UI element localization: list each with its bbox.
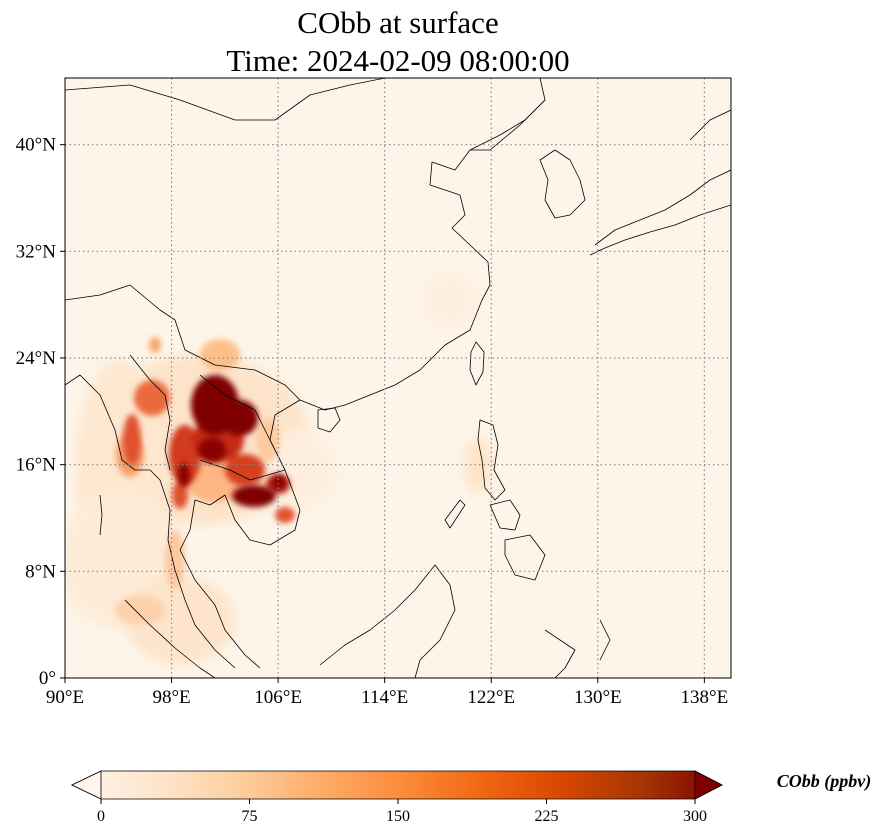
title-line-2: Time: 2024-02-09 08:00:00: [226, 43, 569, 78]
coast-luzon: [477, 419, 506, 501]
colorbar-extend-max: [694, 770, 723, 800]
moderate-peninsula: [165, 530, 185, 590]
border-north-asia: [469, 99, 546, 151]
high-cambodia-south: [275, 507, 295, 523]
border-myanmar-thai: [129, 354, 171, 471]
coast-korea: [539, 149, 586, 219]
high-myanmar-west: [123, 414, 141, 466]
high-laos-south: [225, 454, 265, 486]
coast-hokkaido: [689, 109, 731, 141]
colorbar-tick-label: 225: [535, 808, 559, 825]
colorbar-bar: [71, 770, 723, 800]
lon-tick-label: 114°E: [361, 687, 408, 708]
veryhigh-central-laos: [198, 438, 226, 462]
lon-tick-label: 90°E: [46, 687, 84, 708]
coast-mindanao: [504, 534, 546, 581]
lat-tick-label: 16°N: [16, 455, 57, 476]
coast-palawan: [444, 499, 466, 529]
lat-axis: 0° 8°N 16°N 24°N 32°N 40°N: [16, 135, 65, 689]
lon-tick-label: 98°E: [152, 687, 190, 708]
colorbar-tick-label: 0: [97, 808, 105, 825]
map-frame: [64, 77, 732, 679]
lat-tick-label: 24°N: [16, 348, 57, 369]
lon-axis: 90°E 98°E 106°E 114°E 122°E 130°E 138°E: [46, 678, 728, 708]
moderate-yunnan: [200, 339, 240, 371]
lat-tick-label: 8°N: [25, 561, 56, 582]
border-laos-vietnam: [199, 374, 286, 471]
moderate-vietnam: [256, 418, 280, 462]
colorbar-ticks: 0 75 150 225 300: [97, 799, 707, 825]
lat-tick-label: 0°: [39, 668, 56, 689]
title-line-1: CObb at surface: [297, 5, 498, 40]
lon-tick-label: 138°E: [681, 687, 729, 708]
lon-tick-label: 122°E: [467, 687, 515, 708]
coast-japan-south: [589, 204, 731, 256]
veryhigh-tonle-sap: [232, 485, 276, 507]
lon-tick-label: 106°E: [254, 687, 302, 708]
colorbar-tick-label: 300: [683, 808, 707, 825]
map-panel: 90°E 98°E 106°E 114°E 122°E 130°E 138°E 0° 8°N 1…: [16, 77, 732, 708]
coast-andaman: [99, 494, 103, 536]
coast-sulawesi: [544, 629, 576, 678]
veryhigh-cambodia-east: [273, 476, 285, 488]
coast-asia-mainland: [179, 78, 546, 669]
colorbar: 0 75 150 225 300 CObb (ppbv): [71, 770, 871, 825]
haze-taiwan-strait: [420, 270, 480, 330]
coast-borneo: [319, 564, 456, 678]
coast-visayas: [489, 499, 521, 531]
coast-myanmar: [65, 374, 161, 481]
lat-tick-label: 40°N: [16, 135, 57, 156]
lon-tick-label: 130°E: [574, 687, 622, 708]
border-china-south: [65, 284, 301, 401]
coast-taiwan: [469, 341, 485, 386]
moderate-sumatra: [115, 595, 165, 625]
lat-tick-label: 32°N: [16, 241, 57, 262]
colorbar-extend-min: [71, 770, 102, 800]
veryhigh-thailand-north: [178, 463, 190, 487]
high-myanmar-central: [134, 380, 170, 416]
border-mongolia: [65, 78, 386, 121]
gridlines: [65, 78, 731, 678]
coast-hainan: [317, 407, 341, 433]
concentration-field: [65, 270, 492, 665]
colorbar-tick-label: 75: [242, 808, 258, 825]
coast-halmahera: [599, 619, 611, 661]
haze-luzon: [464, 437, 492, 493]
coastlines: [65, 78, 731, 678]
coast-japan: [594, 169, 731, 246]
veryhigh-northern-laos-east: [222, 400, 258, 436]
coast-sumatra: [124, 599, 216, 678]
coast-malay-west: [159, 479, 236, 669]
moderate-myanmar-north: [149, 337, 161, 353]
high-thailand-west: [172, 481, 188, 509]
colorbar-tick-label: 150: [386, 808, 410, 825]
colorbar-label: CObb (ppbv): [777, 771, 871, 792]
